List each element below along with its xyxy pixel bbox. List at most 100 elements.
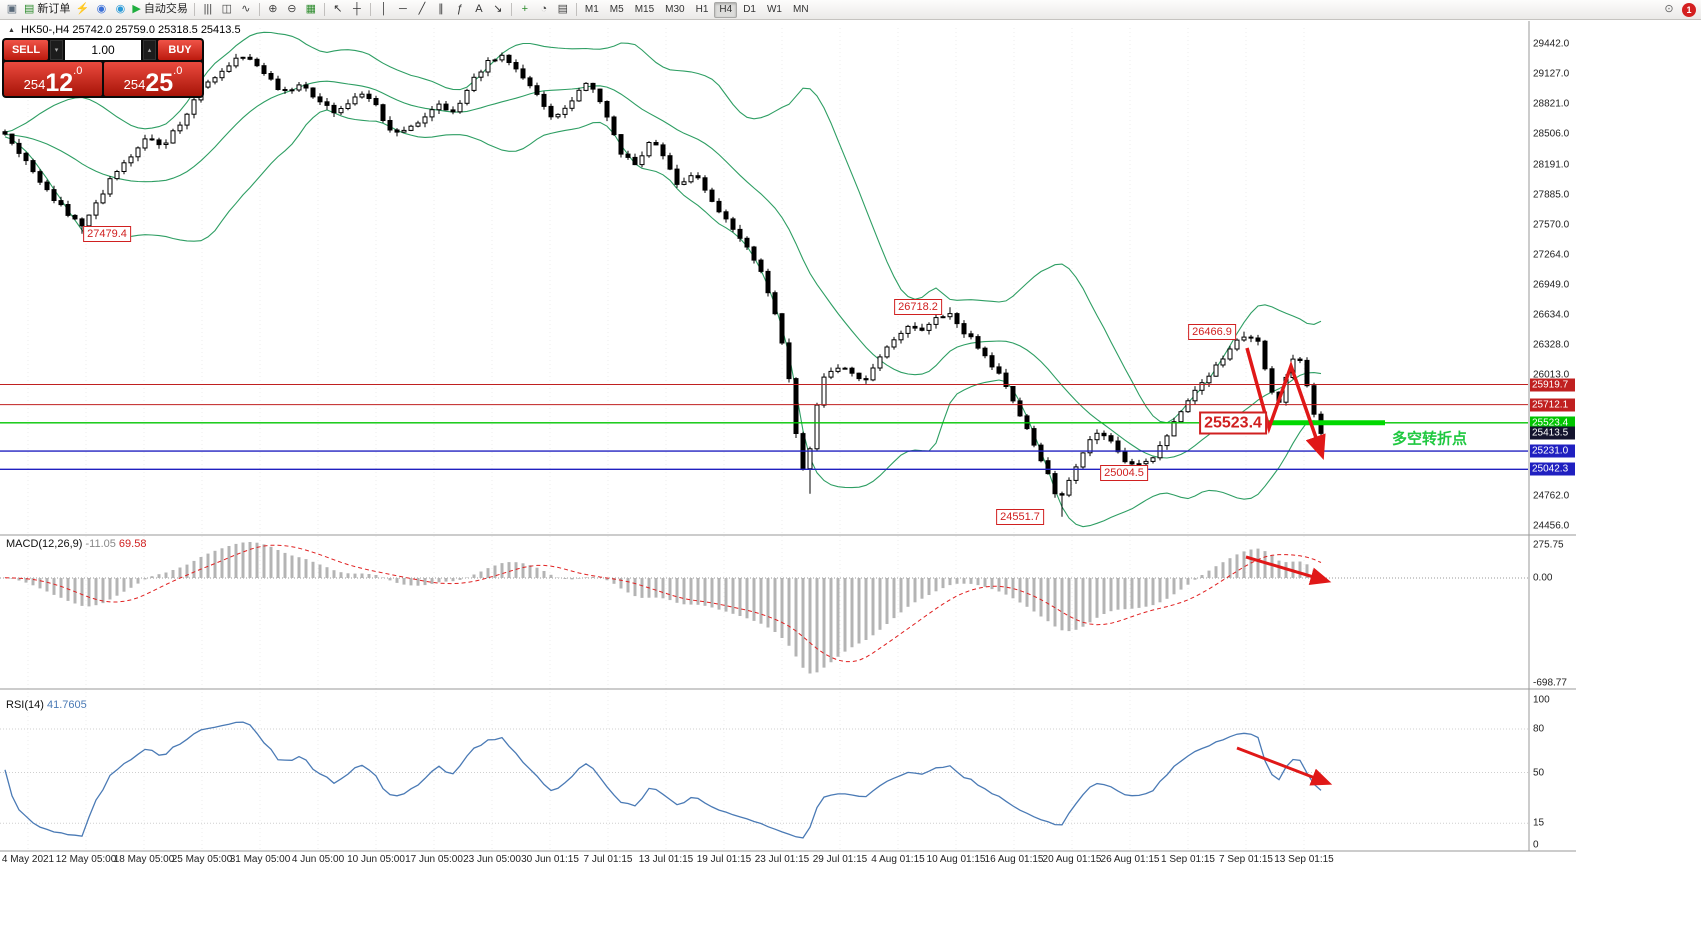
price-callout[interactable]: 25004.5 (1100, 464, 1148, 481)
volume-increase-button[interactable]: ▴ (143, 40, 156, 60)
macd-signal-line (4, 544, 1322, 663)
vertical-line-icon[interactable]: │ (375, 1, 393, 19)
timeframe-w1[interactable]: W1 (762, 2, 787, 18)
candle-body (1003, 372, 1009, 388)
period-selector-icon: ◔ (540, 3, 548, 15)
candle-body (184, 113, 190, 126)
expert-advisor-icon[interactable]: ⚡ (73, 1, 91, 19)
price-callout[interactable]: 25523.4 (1199, 411, 1267, 435)
candle-body (387, 120, 393, 131)
price-callout[interactable]: 24551.7 (996, 508, 1044, 525)
timeframe-m15[interactable]: M15 (630, 2, 659, 18)
timeframe-h1[interactable]: H1 (691, 2, 714, 18)
toolbar-separator (510, 3, 512, 16)
zoom-in-icon[interactable]: ⊕ (264, 1, 282, 19)
cursor-icon[interactable]: ↖ (329, 1, 347, 19)
time-axis-label: 10 Jun 05:00 (347, 854, 405, 865)
candle-body (562, 107, 568, 115)
zoom-out-icon[interactable]: ⊖ (283, 1, 301, 19)
trend-arrow-main[interactable] (1245, 347, 1326, 460)
price-callout[interactable]: 26466.9 (1188, 323, 1236, 340)
candle-body (44, 181, 50, 191)
arrow-objects-icon[interactable]: ↘ (489, 1, 507, 19)
trend-arrow-macd[interactable] (1245, 555, 1332, 585)
sell-price-button[interactable]: 254 12.0 (4, 62, 102, 96)
market-watch-icon: ◉ (115, 3, 126, 15)
candle-body (1031, 428, 1037, 446)
candle-body (16, 142, 22, 154)
tile-windows-icon[interactable]: ▦ (302, 1, 320, 19)
buy-price-button[interactable]: 254 25.0 (104, 62, 202, 96)
time-axis-label: 10 Aug 01:15 (926, 854, 986, 865)
chart-ohlc-values: 25742.0 25759.0 25318.5 25413.5 (72, 24, 241, 36)
candle-body (569, 100, 575, 109)
price-callout[interactable]: 27479.4 (83, 225, 131, 242)
candle-body (205, 81, 211, 88)
accounts-icon[interactable]: ◉ (92, 1, 110, 19)
volume-decrease-button[interactable]: ▾ (50, 40, 63, 60)
timeframe-d1[interactable]: D1 (738, 2, 761, 18)
bar-chart-icon[interactable]: ||| (199, 1, 217, 19)
period-selector-icon[interactable]: ◔ (535, 1, 553, 19)
buy-button[interactable]: BUY (158, 40, 202, 60)
new-window-icon[interactable]: ▣ (3, 1, 21, 19)
turning-point-annotation[interactable]: 多空转折点 (1392, 430, 1468, 448)
fibonacci-icon: ƒ (456, 3, 463, 15)
toolbar: ▣ ▤ 新订单 ⚡ ◉ ◉ ▶ 自动交易 ||| ◫ ∿ ⊕ ⊖ ▦ ↖ ┼ │ ─ ╱ ∥ ƒ A ↘ + ◔ ▤ M1 M5 M1… (0, 0, 1701, 20)
candle-body (863, 378, 869, 381)
candle-body (1241, 336, 1247, 341)
fibonacci-icon[interactable]: ƒ (451, 1, 469, 19)
market-watch-icon[interactable]: ◉ (111, 1, 129, 19)
timeframe-h4[interactable]: H4 (714, 1, 738, 18)
volume-input[interactable] (65, 40, 141, 60)
candle-body (212, 77, 218, 83)
new-order-icon: ▤ (24, 3, 35, 15)
autotrade-button[interactable]: ▶ 自动交易 (130, 1, 189, 19)
candle-body (989, 355, 995, 368)
candlestick-chart-icon[interactable]: ◫ (218, 1, 236, 19)
line-chart-icon[interactable]: ∿ (237, 1, 255, 19)
bar-chart-icon: ||| (203, 3, 213, 15)
candle-body (240, 56, 246, 59)
template-icon[interactable]: ▤ (554, 1, 572, 19)
trendline-icon[interactable]: ╱ (413, 1, 431, 19)
timeframe-m30[interactable]: M30 (660, 2, 689, 18)
candle-body (282, 89, 288, 91)
candle-body (681, 181, 687, 185)
price-axis-label: 26634.0 (1533, 309, 1570, 321)
new-order-button[interactable]: ▤ 新订单 (22, 1, 72, 19)
text-label-icon: A (475, 3, 483, 15)
candle-body (688, 175, 694, 183)
timeframe-m5[interactable]: M5 (605, 2, 629, 18)
candle-body (310, 87, 316, 98)
crosshair-icon[interactable]: ┼ (348, 1, 366, 19)
sell-button[interactable]: SELL (4, 40, 48, 60)
candle-body (828, 370, 834, 378)
candle-body (324, 101, 330, 106)
candle-body (1248, 336, 1254, 339)
text-label-icon[interactable]: A (470, 1, 488, 19)
candle-body (1185, 400, 1191, 413)
timeframe-m1[interactable]: M1 (580, 2, 604, 18)
candle-body (170, 130, 176, 144)
candle-body (289, 89, 295, 92)
price-axis-label: 28191.0 (1533, 159, 1570, 171)
time-axis-label: 23 Jul 01:15 (754, 854, 810, 865)
candle-body (156, 139, 162, 146)
timeframe-mn[interactable]: MN (788, 2, 814, 18)
price-axis-label: 26013.0 (1533, 369, 1570, 381)
candle-body (58, 200, 64, 206)
notification-badge[interactable]: 1 (1682, 2, 1696, 17)
search-icon[interactable]: ⊙ (1660, 1, 1678, 19)
price-callout[interactable]: 26718.2 (894, 299, 942, 316)
candle-body (408, 125, 414, 131)
add-indicator-icon[interactable]: + (516, 1, 534, 19)
candle-body (506, 54, 512, 63)
channel-icon[interactable]: ∥ (432, 1, 450, 19)
trend-arrow-rsi[interactable] (1236, 746, 1333, 786)
horizontal-line-icon[interactable]: ─ (394, 1, 412, 19)
candle-body (1136, 463, 1142, 466)
candle-body (254, 58, 260, 67)
